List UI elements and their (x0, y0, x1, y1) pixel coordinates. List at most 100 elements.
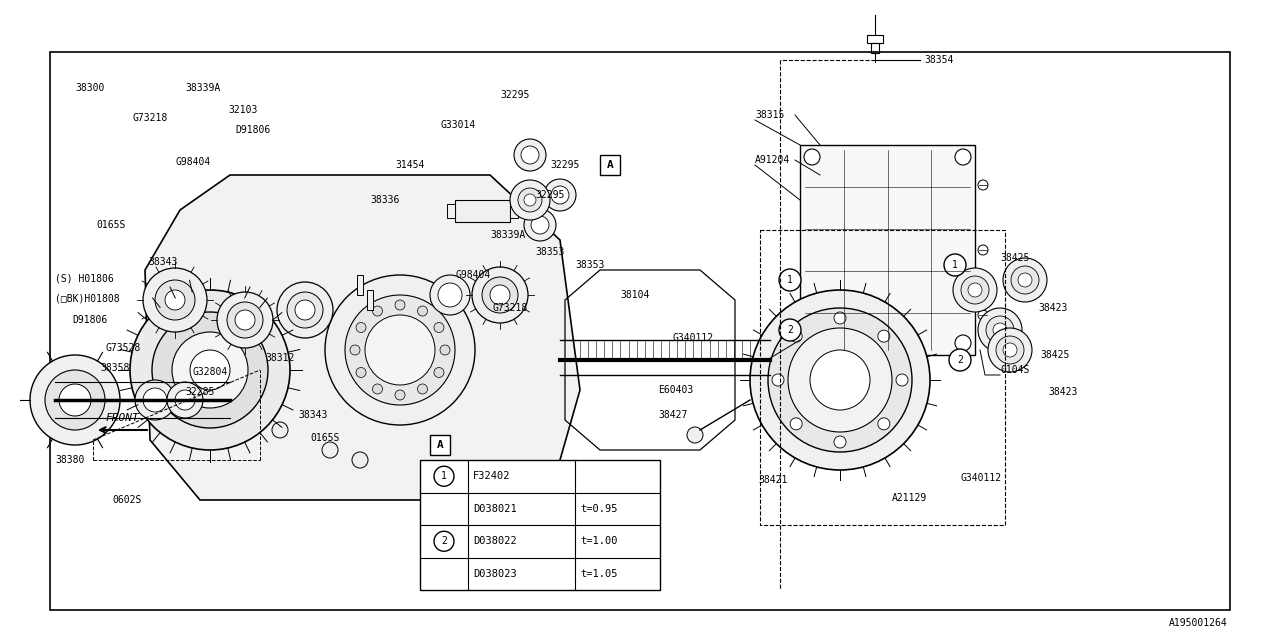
Circle shape (227, 302, 262, 338)
Circle shape (544, 179, 576, 211)
Circle shape (804, 149, 820, 165)
Text: 38343: 38343 (298, 410, 328, 420)
Circle shape (417, 384, 428, 394)
Circle shape (440, 345, 451, 355)
Circle shape (372, 384, 383, 394)
Circle shape (325, 275, 475, 425)
Circle shape (509, 180, 550, 220)
Circle shape (165, 290, 186, 310)
Circle shape (768, 308, 913, 452)
Text: 2: 2 (957, 355, 963, 365)
Circle shape (524, 209, 556, 241)
Circle shape (189, 350, 230, 390)
Circle shape (143, 268, 207, 332)
Circle shape (490, 285, 509, 305)
Text: D91806: D91806 (72, 315, 108, 325)
Text: G73218: G73218 (132, 113, 168, 123)
Circle shape (143, 388, 166, 412)
Circle shape (978, 180, 988, 190)
Text: 32103: 32103 (228, 105, 257, 115)
Circle shape (878, 418, 890, 430)
Text: A195001264: A195001264 (1169, 618, 1228, 628)
Text: E60403: E60403 (658, 385, 694, 395)
Bar (760, 230, 1005, 525)
Text: 0104S: 0104S (1000, 365, 1029, 375)
Bar (600, 155, 620, 175)
Circle shape (954, 268, 997, 312)
Text: G73218: G73218 (492, 303, 527, 313)
Bar (867, 35, 883, 43)
Circle shape (396, 300, 404, 310)
Circle shape (993, 323, 1007, 337)
Circle shape (434, 531, 454, 551)
Circle shape (780, 269, 801, 291)
Circle shape (29, 355, 120, 445)
Circle shape (472, 267, 529, 323)
Circle shape (988, 328, 1032, 372)
Circle shape (896, 374, 908, 386)
Text: G340112: G340112 (960, 473, 1001, 483)
Circle shape (515, 139, 547, 171)
Circle shape (218, 292, 273, 348)
Text: (□BK)H01808: (□BK)H01808 (55, 293, 119, 303)
Text: D91806: D91806 (236, 125, 270, 135)
Text: 38339A: 38339A (186, 83, 220, 93)
Circle shape (978, 310, 988, 320)
Text: 32285: 32285 (186, 387, 214, 397)
Bar (454, 200, 509, 222)
Circle shape (550, 186, 570, 204)
Circle shape (323, 442, 338, 458)
Text: 38421: 38421 (758, 475, 787, 485)
Circle shape (810, 350, 870, 410)
Text: F32402: F32402 (474, 471, 511, 481)
Circle shape (978, 308, 1021, 352)
Polygon shape (145, 175, 580, 500)
Text: A: A (436, 440, 443, 450)
Text: A21129: A21129 (892, 493, 927, 503)
Text: G33014: G33014 (440, 120, 475, 130)
Text: (S) H01806: (S) H01806 (55, 273, 114, 283)
Circle shape (772, 374, 785, 386)
Text: G32804: G32804 (192, 367, 228, 377)
Text: 38312: 38312 (265, 353, 294, 363)
Circle shape (687, 427, 703, 443)
Circle shape (790, 418, 803, 430)
Text: 1: 1 (952, 260, 957, 270)
Circle shape (804, 335, 820, 351)
Circle shape (276, 282, 333, 338)
Circle shape (352, 452, 369, 468)
Circle shape (948, 349, 972, 371)
Circle shape (45, 370, 105, 430)
Circle shape (1004, 343, 1018, 357)
Circle shape (438, 283, 462, 307)
Text: 38336: 38336 (370, 195, 399, 205)
Text: 1: 1 (442, 471, 447, 481)
Circle shape (996, 336, 1024, 364)
Text: 38353: 38353 (575, 260, 604, 270)
Circle shape (434, 367, 444, 378)
Text: 38315: 38315 (755, 110, 785, 120)
Circle shape (750, 290, 931, 470)
Circle shape (780, 319, 801, 341)
Circle shape (835, 312, 846, 324)
Text: t=0.95: t=0.95 (580, 504, 617, 514)
Circle shape (365, 315, 435, 385)
Circle shape (790, 330, 803, 342)
Circle shape (1004, 258, 1047, 302)
Text: 31454: 31454 (396, 160, 425, 170)
Text: 32295: 32295 (500, 90, 530, 100)
Text: 0165S: 0165S (310, 433, 339, 443)
Text: 38354: 38354 (924, 55, 954, 65)
Circle shape (273, 422, 288, 438)
Text: 38343: 38343 (148, 257, 178, 267)
Text: 38104: 38104 (620, 290, 649, 300)
Circle shape (524, 194, 536, 206)
Circle shape (531, 216, 549, 234)
Circle shape (1018, 273, 1032, 287)
Text: 38300: 38300 (76, 83, 105, 93)
Circle shape (172, 332, 248, 408)
Circle shape (978, 245, 988, 255)
Circle shape (945, 254, 966, 276)
Circle shape (166, 382, 204, 418)
Bar (367, 290, 372, 310)
